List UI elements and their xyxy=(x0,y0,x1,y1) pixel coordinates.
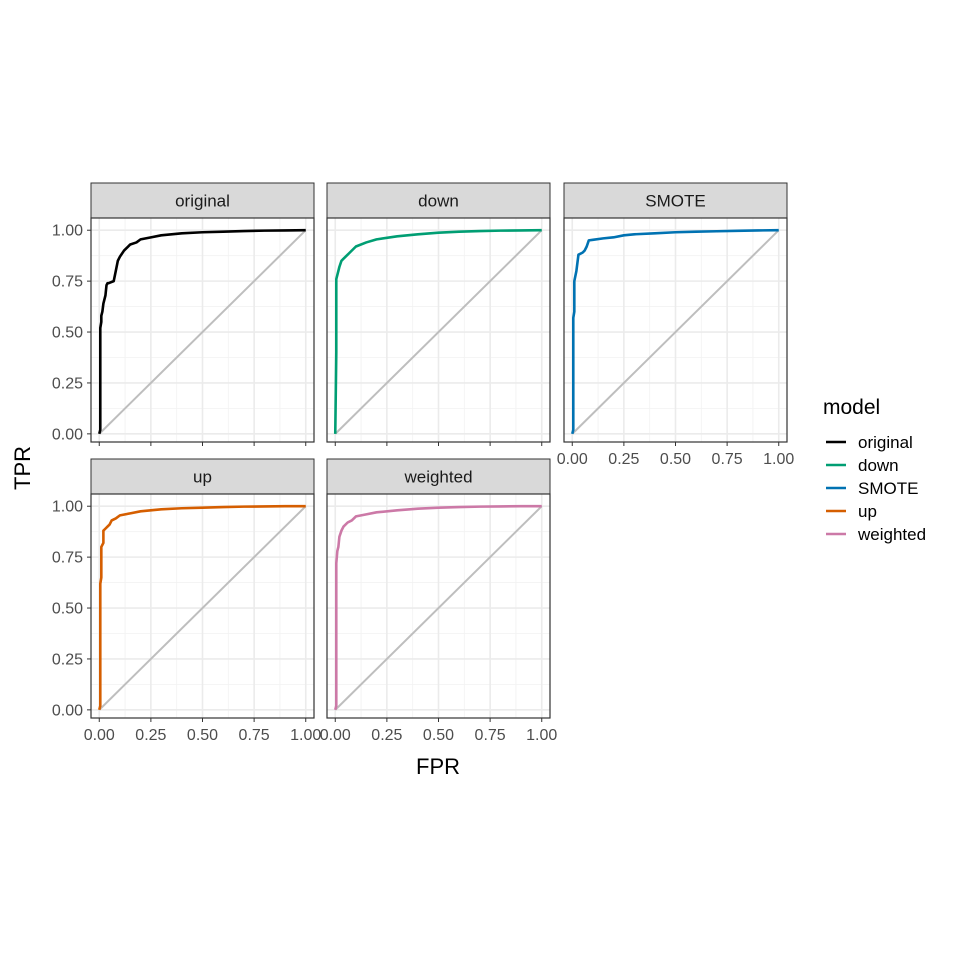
legend-label: SMOTE xyxy=(858,479,918,498)
facet-strip-label: weighted xyxy=(403,468,472,487)
x-tick-label: 1.00 xyxy=(763,451,794,468)
facet-strip xyxy=(563,182,788,219)
x-tick-label: 0.50 xyxy=(423,727,454,744)
y-tick-label: 0.00 xyxy=(52,702,83,719)
facet-strip xyxy=(326,182,551,219)
facet-panel-original: original 0.00 0.25 0.50 0.75 1.00 xyxy=(52,182,315,446)
legend-item-up: up xyxy=(826,502,877,521)
y-tick-label: 0.25 xyxy=(52,375,83,392)
legend-label: original xyxy=(858,433,913,452)
facet-strip-label: SMOTE xyxy=(645,192,705,211)
x-tick-label: 0.00 xyxy=(320,727,351,744)
x-tick-label: 0.00 xyxy=(557,451,588,468)
x-tick-label: 1.00 xyxy=(290,727,321,744)
facet-panel-down: down xyxy=(326,182,551,446)
reference-diagonal xyxy=(98,505,307,711)
y-tick-label: 0.00 xyxy=(52,426,83,443)
x-tick-label: 0.50 xyxy=(660,451,691,468)
x-tick-label: 0.25 xyxy=(371,727,402,744)
x-tick-label: 0.00 xyxy=(84,727,115,744)
legend: model original down SMOTE up weighted xyxy=(823,396,926,544)
facet-strip xyxy=(326,458,551,495)
roc-curve-original xyxy=(97,228,306,435)
legend-item-original: original xyxy=(826,433,913,452)
facet-panel-smote: SMOTE 0.00 0.25 0.50 0.75 1.00 xyxy=(557,182,794,468)
y-tick-label: 0.75 xyxy=(52,550,83,567)
legend-item-down: down xyxy=(826,456,899,475)
x-tick-label: 1.00 xyxy=(526,727,557,744)
x-tick-label: 0.75 xyxy=(475,727,506,744)
y-tick-label: 0.50 xyxy=(52,325,83,342)
legend-label: up xyxy=(858,502,877,521)
roc-curve-down xyxy=(333,228,542,434)
roc-curve-weighted xyxy=(333,504,542,711)
legend-label: down xyxy=(858,456,899,475)
facet-strip xyxy=(90,182,315,219)
legend-item-weighted: weighted xyxy=(826,525,926,544)
facet-strip-label: down xyxy=(418,192,459,211)
x-tick-label: 0.50 xyxy=(187,727,218,744)
x-tick-label: 0.25 xyxy=(608,451,639,468)
y-tick-label: 0.50 xyxy=(52,601,83,618)
y-tick-label: 0.25 xyxy=(52,651,83,668)
x-tick-label: 0.75 xyxy=(712,451,743,468)
x-tick-label: 0.25 xyxy=(135,727,166,744)
y-axis-title: TPR xyxy=(10,446,35,490)
y-tick-label: 0.75 xyxy=(52,274,83,291)
facet-strip-label: original xyxy=(175,192,230,211)
legend-label: weighted xyxy=(857,525,926,544)
facet-strip-label: up xyxy=(193,468,212,487)
roc-curve-up xyxy=(97,504,306,711)
y-tick-label: 1.00 xyxy=(52,223,83,240)
reference-diagonal xyxy=(334,505,543,711)
reference-diagonal xyxy=(571,229,780,435)
facet-panel-up: up 0.00 0.25 0.50 0.75 1.00 0.00 0.25 0.50 0.75 1.… xyxy=(52,458,321,744)
facet-strip xyxy=(90,458,315,495)
legend-title: model xyxy=(823,396,880,419)
legend-item-smote: SMOTE xyxy=(826,479,918,498)
facet-panel-weighted: weighted 0.00 0.25 0.50 0.75 1.00 xyxy=(320,458,557,744)
reference-diagonal xyxy=(98,229,307,435)
facet-panels: original 0.00 0.25 0.50 0.75 1.00 down SMOTE 0.0… xyxy=(52,182,794,744)
x-axis-title: FPR xyxy=(416,754,460,779)
y-tick-label: 1.00 xyxy=(52,499,83,516)
reference-diagonal xyxy=(334,229,543,435)
roc-curve-smote xyxy=(570,228,779,435)
x-tick-label: 0.75 xyxy=(239,727,270,744)
